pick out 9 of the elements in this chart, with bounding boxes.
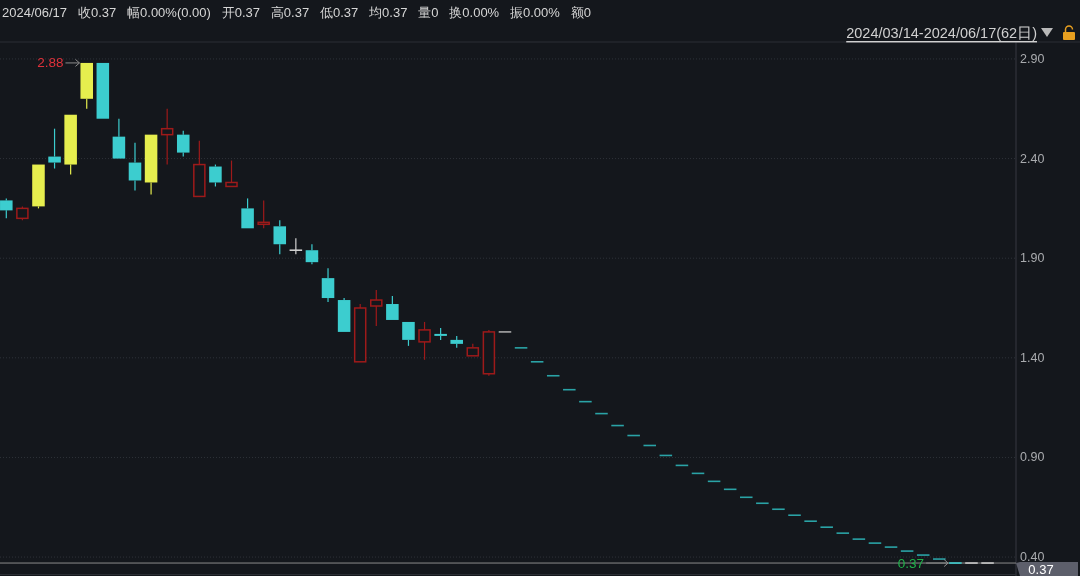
y-tick-label: 1.90	[1020, 251, 1045, 266]
y-tick-label: 2.40	[1020, 151, 1045, 166]
chart-title: 2024/06/17 收0.37 幅0.00%(0.00) 开0.37 高0.37 低0.37 均0.37 量0 换0.00% 振0.00% 额0	[2, 4, 591, 20]
y-tick-label: 2.90	[1020, 51, 1045, 66]
annotation: 2.88	[37, 55, 64, 71]
y-tick-label: 1.40	[1020, 350, 1045, 365]
y-tick-label: 0.90	[1020, 450, 1045, 465]
annotation: 0.37	[897, 555, 925, 571]
chart-subtitle: 2024/03/14-2024/06/17(62日)	[846, 25, 1037, 41]
